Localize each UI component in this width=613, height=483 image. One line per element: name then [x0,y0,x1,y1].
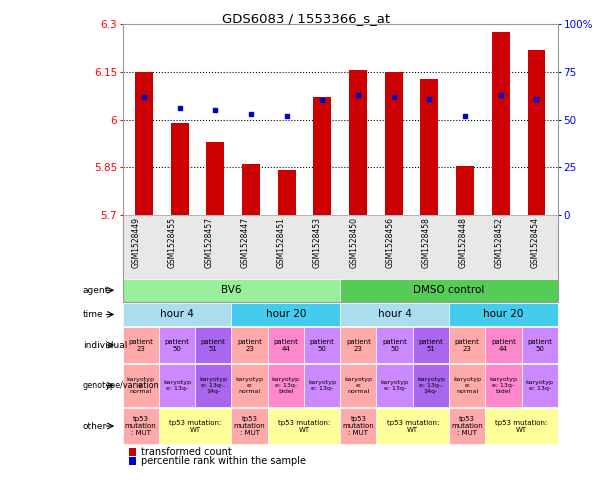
Text: GSM1528448: GSM1528448 [458,217,467,268]
Text: GSM1528447: GSM1528447 [240,217,249,269]
Text: tp53
mutation
: MUT: tp53 mutation : MUT [234,416,265,436]
Text: tp53
mutation
: MUT: tp53 mutation : MUT [343,416,374,436]
Text: karyotyp
e: 13q-
bidel: karyotyp e: 13q- bidel [489,377,517,394]
Text: genotype/variation: genotype/variation [83,381,159,390]
Text: karyotyp
e: 13q-: karyotyp e: 13q- [381,380,409,391]
Text: patient
51: patient 51 [419,339,443,352]
Text: karyotyp
e:
normal: karyotyp e: normal [127,377,154,394]
Bar [528,50,546,215]
Bar [171,123,189,215]
Bar [242,164,260,215]
Text: patient
50: patient 50 [527,339,552,352]
Text: patient
23: patient 23 [128,339,153,352]
Text: GSM1528449: GSM1528449 [132,217,141,269]
Text: hour 20: hour 20 [265,310,306,319]
Text: karyotyp
e: 13q-: karyotyp e: 13q- [308,380,336,391]
Bar [313,97,331,215]
Bar [456,166,474,215]
Text: tp53 mutation:
WT: tp53 mutation: WT [278,420,330,432]
Bar [349,70,367,215]
Text: GDS6083 / 1553366_s_at: GDS6083 / 1553366_s_at [223,12,390,25]
Text: patient
23: patient 23 [237,339,262,352]
Text: DMSO control: DMSO control [413,285,485,295]
Text: karyotyp
e:
normal: karyotyp e: normal [235,377,264,394]
Text: tp53 mutation:
WT: tp53 mutation: WT [387,420,439,432]
Text: transformed count: transformed count [141,447,232,457]
Text: karyotyp
e: 13q-,
14q-: karyotyp e: 13q-, 14q- [199,377,227,394]
Text: GSM1528451: GSM1528451 [277,217,286,268]
Bar [421,80,438,215]
Text: patient
51: patient 51 [201,339,226,352]
Text: karyotyp
e: 13q-: karyotyp e: 13q- [163,380,191,391]
Text: karyotyp
e:
normal: karyotyp e: normal [345,377,372,394]
Text: tp53 mutation:
WT: tp53 mutation: WT [169,420,221,432]
Bar [207,142,224,215]
Text: karyotyp
e: 13q-
bidel: karyotyp e: 13q- bidel [272,377,300,394]
Text: GSM1528456: GSM1528456 [386,217,395,269]
Text: patient
23: patient 23 [346,339,371,352]
Text: individual: individual [83,341,127,350]
Text: GSM1528458: GSM1528458 [422,217,431,268]
Text: BV6: BV6 [221,285,242,295]
Text: hour 20: hour 20 [483,310,524,319]
Text: patient
50: patient 50 [382,339,407,352]
Text: GSM1528457: GSM1528457 [204,217,213,269]
Bar [385,72,403,215]
Bar [135,72,153,215]
Text: patient
50: patient 50 [164,339,189,352]
Text: tp53
mutation
: MUT: tp53 mutation : MUT [451,416,483,436]
Text: patient
44: patient 44 [273,339,299,352]
Text: time: time [83,310,104,319]
Text: other: other [83,422,107,430]
Text: karyotyp
e: 13q-,
14q-: karyotyp e: 13q-, 14q- [417,377,445,394]
Text: GSM1528450: GSM1528450 [349,217,359,269]
Bar [278,170,295,215]
Text: agent: agent [83,286,109,295]
Text: karyotyp
e: 13q-: karyotyp e: 13q- [526,380,554,391]
Text: tp53
mutation
: MUT: tp53 mutation : MUT [125,416,156,436]
Bar [492,32,509,215]
Text: patient
50: patient 50 [310,339,335,352]
Text: patient
44: patient 44 [491,339,516,352]
Text: GSM1528452: GSM1528452 [495,217,503,268]
Text: patient
23: patient 23 [455,339,479,352]
Text: hour 4: hour 4 [160,310,194,319]
Text: GSM1528454: GSM1528454 [531,217,539,269]
Text: GSM1528455: GSM1528455 [168,217,177,269]
Text: hour 4: hour 4 [378,310,411,319]
Text: GSM1528453: GSM1528453 [313,217,322,269]
Text: percentile rank within the sample: percentile rank within the sample [141,456,306,466]
Text: tp53 mutation:
WT: tp53 mutation: WT [495,420,548,432]
Text: karyotyp
e:
normal: karyotyp e: normal [453,377,481,394]
